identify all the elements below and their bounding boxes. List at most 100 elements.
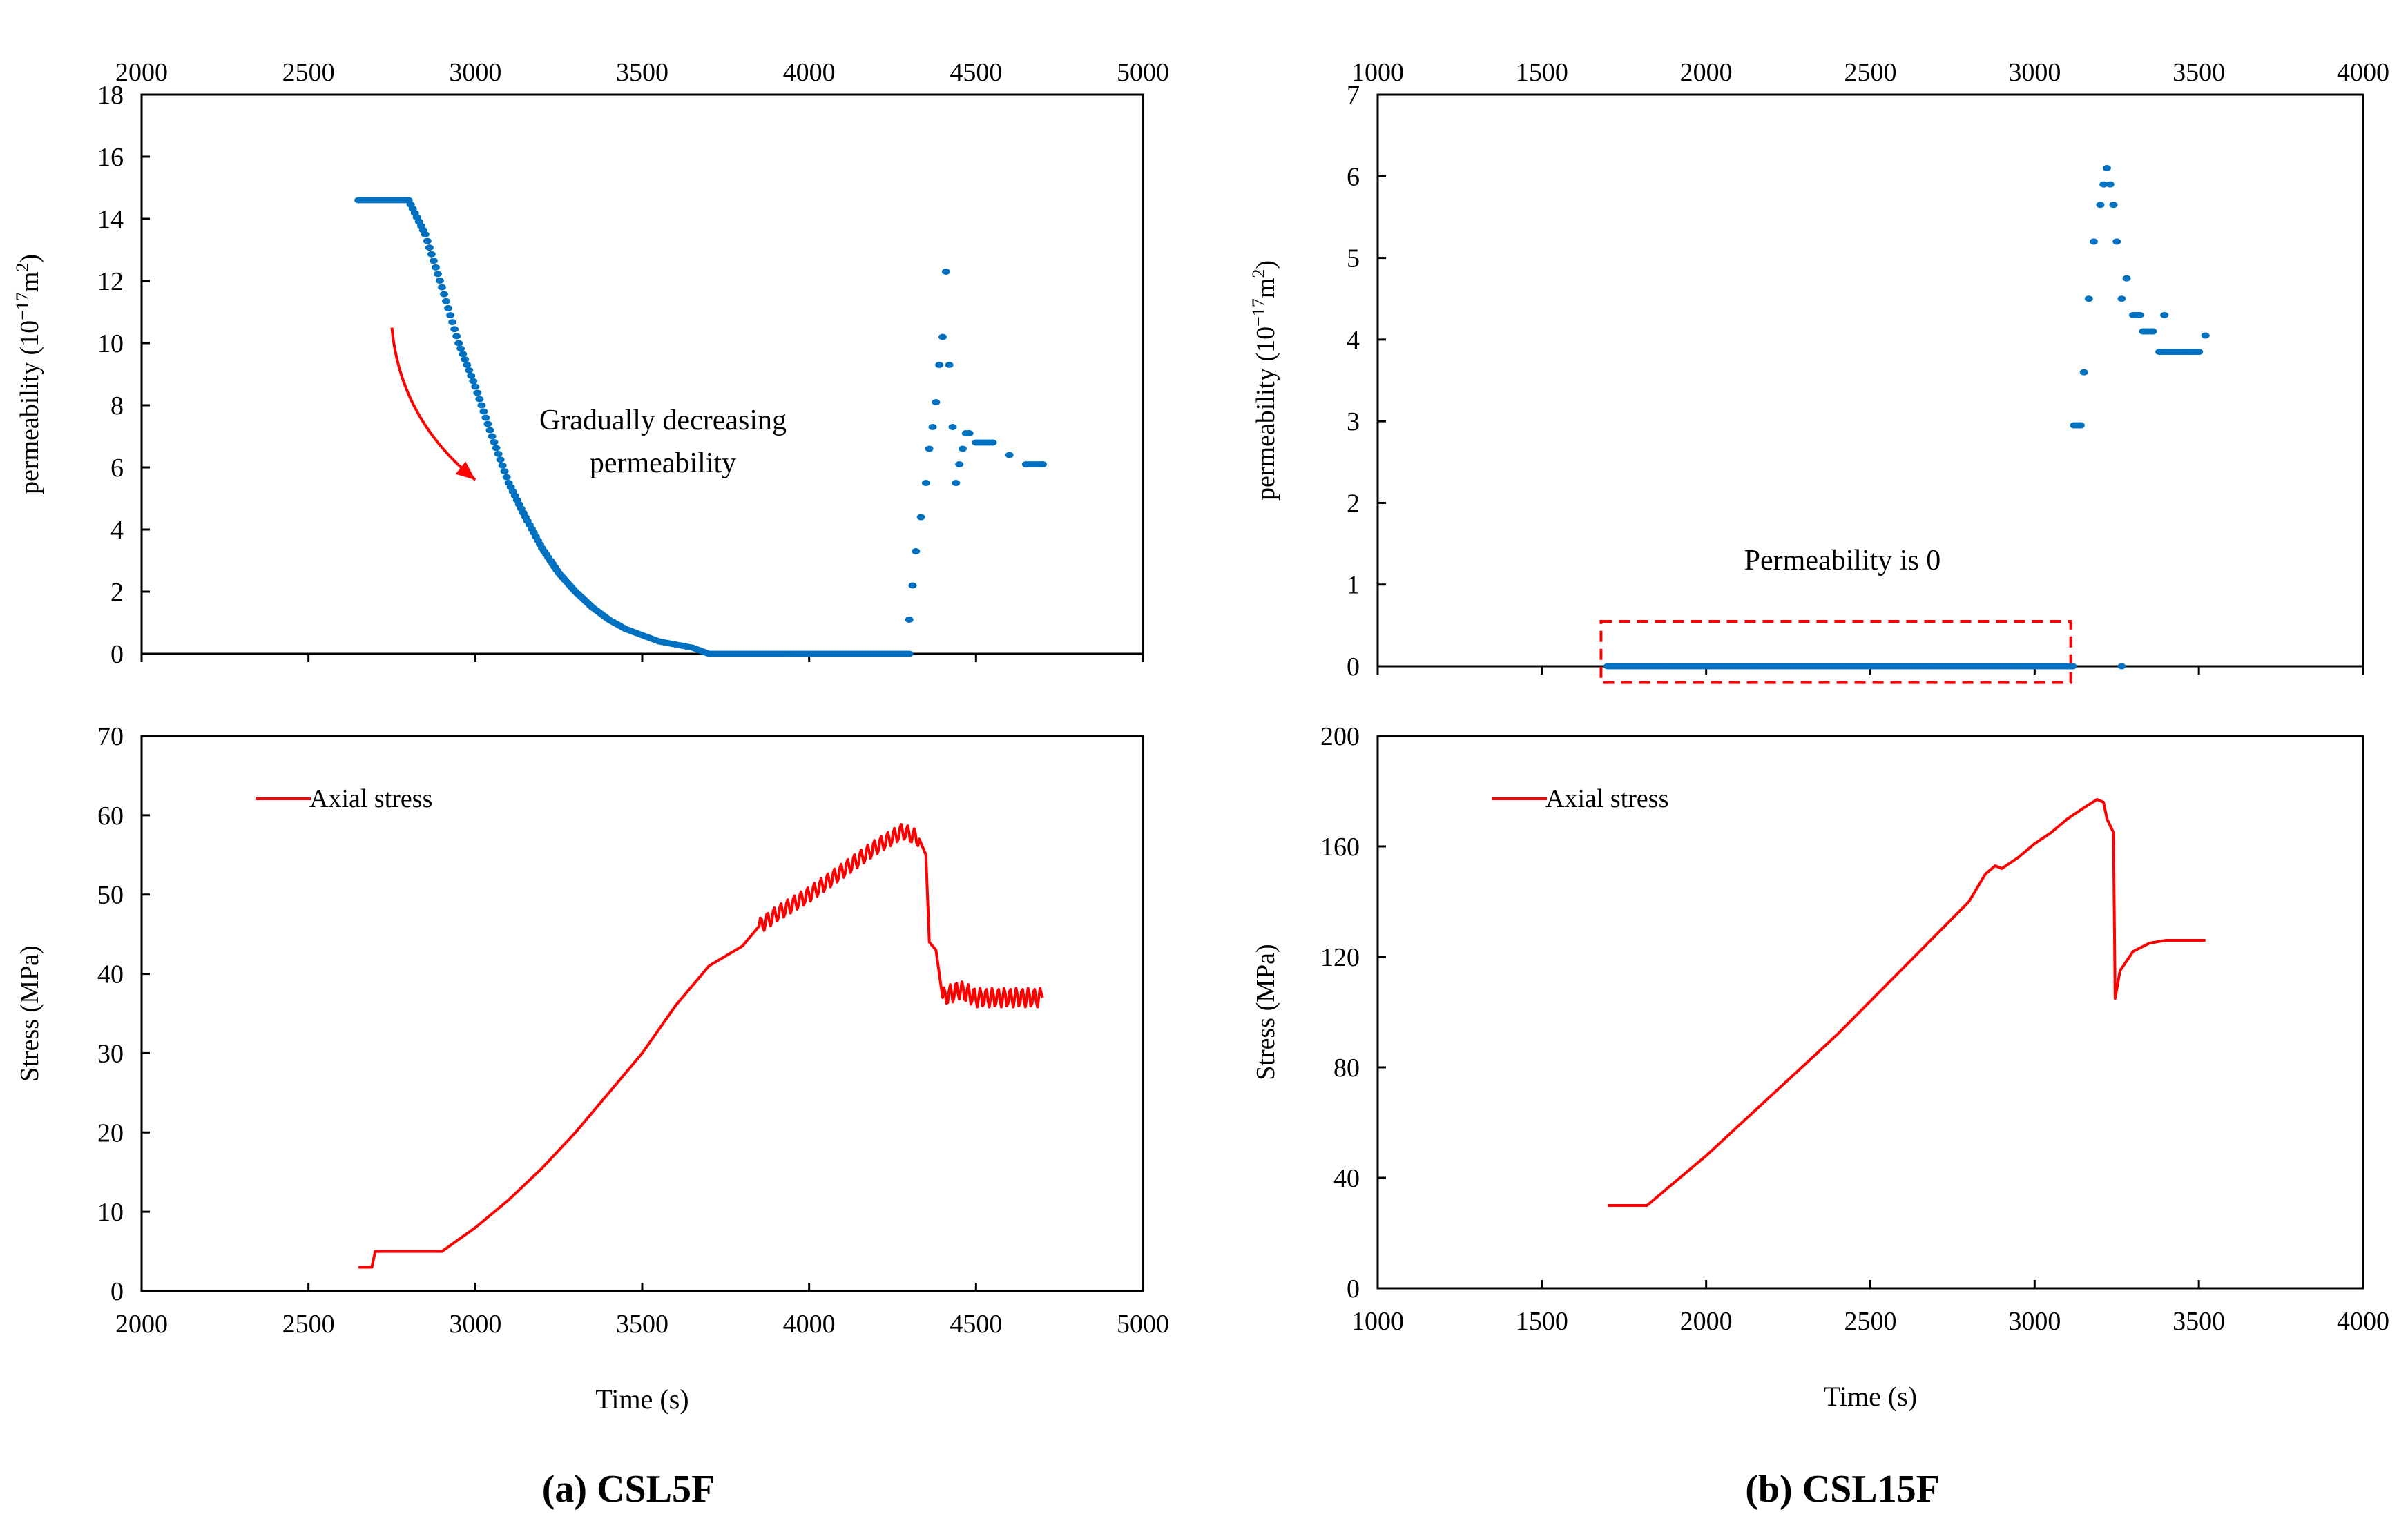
series-line-axial-stress [1607,798,2206,1207]
data-point [905,650,914,657]
annotation-text: Gradually decreasing [539,405,787,436]
data-point [431,264,440,271]
x-tick-label: 3000 [449,1310,501,1339]
data-point [456,345,465,352]
x-tick-label: 3500 [2173,1307,2225,1336]
y-axis-label-part: ) [15,254,44,263]
data-point [952,480,961,486]
data-point [433,271,442,278]
x-tick-label: 2000 [1680,58,1733,87]
data-point [2068,663,2077,670]
data-point [485,427,494,434]
x-tick-label: 1500 [1516,1307,1568,1336]
data-point [440,291,449,298]
data-point [450,326,459,333]
y-axis-label: Stress (MPa) [15,945,44,1081]
data-point [925,445,934,452]
data-point [2089,238,2098,245]
x-tick-label: 4500 [950,58,1002,87]
y-tick-label: 6 [110,454,124,483]
data-point [421,231,430,237]
y-tick-label: 60 [97,802,124,831]
data-point [2117,663,2126,670]
y-tick-label: 3 [1347,407,1360,436]
data-point [500,468,509,475]
x-tick-label: 2500 [1844,1307,1897,1336]
x-tick-label: 4000 [2337,1307,2389,1336]
x-tick-label: 4000 [783,58,836,87]
data-point [2096,202,2105,209]
data-point [477,402,486,409]
chart-a-stress: 0 10 20 30 40 50 60 70 2000 2500 3000 3500 4000 4500 5… [15,722,1169,1415]
data-point [427,251,436,258]
y-tick-label: 120 [1320,943,1360,972]
y-axis-label-part: ) [1251,260,1280,269]
data-point [2106,181,2115,188]
plot-frame [1376,93,2364,668]
x-tick-label: 4500 [950,1310,1002,1339]
y-tick-label: 0 [1347,652,1360,681]
data-point [490,438,499,445]
data-point [955,461,964,467]
data-point [921,480,930,486]
y-axis-label-part: −17 [1249,298,1269,327]
data-point [959,445,967,452]
data-point [438,284,446,291]
data-point [496,456,505,463]
legend-label: Axial stress [1545,784,1668,813]
data-point [905,617,914,623]
data-point [494,450,503,457]
x-tick-label: 1500 [1516,58,1568,87]
y-tick-label: 40 [1333,1164,1360,1193]
data-point [442,298,451,304]
data-point [463,362,472,368]
y-tick-label: 0 [110,1277,124,1306]
y-tick-label: 30 [97,1039,124,1068]
data-point [444,304,453,311]
data-point [465,367,474,374]
data-point [2075,422,2084,429]
caption-a: (a) CSL5F [542,1468,715,1511]
data-point [488,433,497,440]
zero-region-box [1599,619,2072,684]
y-tick-label: 12 [97,267,124,296]
data-point [454,340,463,347]
data-point [2109,202,2118,209]
y-tick-label: 4 [110,516,124,545]
plot-frame [140,735,1144,1292]
trend-arrow-head [455,461,476,480]
y-axis-label: permeability (10−17m2) [12,254,44,494]
y-tick-label: 40 [97,960,124,989]
plot-frame [1376,735,2364,1290]
data-point [908,582,917,589]
x-tick-label: 2000 [115,58,168,87]
series-line-axial-stress [358,823,1044,1269]
data-point [2099,181,2108,188]
data-point [2134,311,2143,318]
y-tick-label: 0 [1347,1274,1360,1303]
x-tick-label: 3000 [2008,58,2061,87]
annotation-text: Permeability is 0 [1744,545,1941,576]
y-tick-label: 2 [1347,489,1360,518]
y-tick-label: 1 [1347,571,1360,600]
data-point [461,356,470,363]
y-tick-label: 160 [1320,833,1360,862]
y-tick-label: 14 [97,205,124,234]
data-point [479,408,488,415]
x-tick-label: 1000 [1351,58,1404,87]
x-tick-label: 3500 [616,1310,668,1339]
data-point [2122,275,2131,282]
trend-arrow [390,327,476,481]
data-point [2079,369,2088,376]
caption-b: (b) CSL15F [1745,1468,1940,1511]
data-point [988,439,996,446]
data-point [1005,452,1014,458]
data-point [471,383,480,390]
data-point [452,333,461,340]
x-tick-label: 2000 [115,1310,168,1339]
x-tick-label: 3000 [2008,1307,2061,1336]
y-tick-label: 6 [1347,162,1360,191]
data-point [945,362,954,368]
y-tick-label: 7 [1347,81,1360,110]
